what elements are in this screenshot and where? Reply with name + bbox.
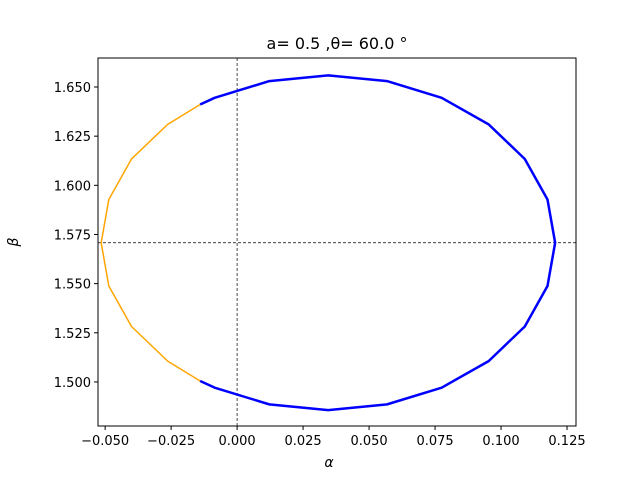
- chart-title: a= 0.5 ,θ= 60.0 °: [267, 34, 408, 53]
- x-tick-label: 0.100: [482, 434, 519, 449]
- y-tick-label: 1.550: [54, 278, 91, 293]
- x-tick-label: 0.125: [548, 434, 585, 449]
- x-tick-label: 0.000: [218, 434, 255, 449]
- curve: [100, 103, 201, 382]
- y-axis-label: β: [6, 237, 22, 247]
- x-axis-label: α: [324, 455, 334, 471]
- y-tick-label: 1.600: [54, 179, 91, 194]
- y-tick-label: 1.650: [54, 81, 91, 96]
- x-tick-label: 0.050: [350, 434, 387, 449]
- y-tick-label: 1.525: [54, 327, 91, 342]
- curve: [199, 74, 557, 412]
- x-tick-label: −0.025: [147, 434, 195, 449]
- x-tick-label: −0.050: [81, 434, 129, 449]
- x-tick-label: 0.025: [284, 434, 321, 449]
- x-tick-label: 0.075: [416, 434, 453, 449]
- y-tick-label: 1.625: [54, 130, 91, 145]
- y-tick-label: 1.500: [54, 376, 91, 391]
- axes-frame: [97, 57, 577, 427]
- y-tick-label: 1.575: [54, 228, 91, 243]
